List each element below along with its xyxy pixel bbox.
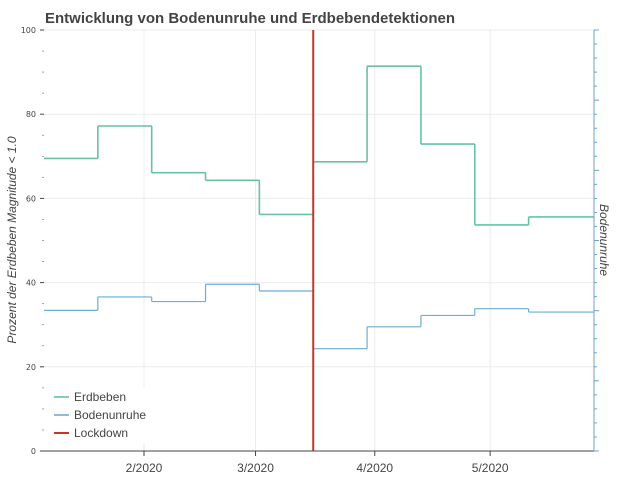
legend-label: Erdbeben xyxy=(74,390,126,404)
x-tick-label: 3/2020 xyxy=(237,461,274,475)
grid xyxy=(44,29,594,452)
y-tick-label: 100 xyxy=(21,26,36,35)
y-tick-label: 20 xyxy=(26,363,36,372)
legend-label: Bodenunruhe xyxy=(74,408,146,422)
y-tick-label: 80 xyxy=(26,110,36,119)
x-tick-label: 4/2020 xyxy=(356,461,393,475)
legend-label: Lockdown xyxy=(74,426,128,440)
y2-axis-label: Bodenunruhe xyxy=(597,204,611,276)
y-tick-label: 40 xyxy=(26,279,36,288)
axes: 0 20 40 60 80 100 2/2020 3/2020 4/2020 5/2020 xyxy=(21,26,599,475)
x-tick-label: 2/2020 xyxy=(126,461,163,475)
y-axis-label: Prozent der Erdbeben Magnitude < 1.0 xyxy=(5,136,19,343)
y-tick-label: 60 xyxy=(26,194,36,203)
legend: Erdbeben Bodenunruhe Lockdown xyxy=(47,387,153,444)
chart-title: Entwicklung von Bodenunruhe und Erdbeben… xyxy=(45,10,455,27)
x-tick-label: 5/2020 xyxy=(472,461,509,475)
y-tick-label: 0 xyxy=(31,447,36,456)
